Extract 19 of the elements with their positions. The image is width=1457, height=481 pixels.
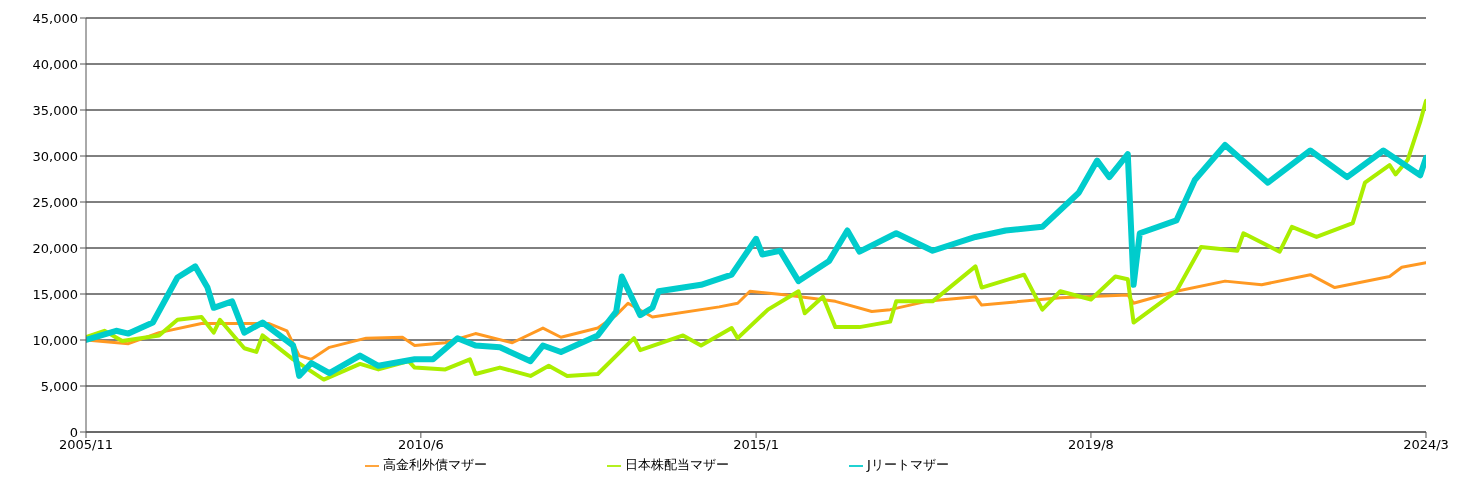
y-tick-label: 45,000 [32,10,78,26]
x-tick-label: 2010/6 [397,437,444,453]
y-tick-label: 0 [69,424,78,440]
x-tick-label: 2005/11 [58,437,114,453]
y-tick-label: 30,000 [32,148,78,164]
legend-label: Jリートマザー [867,457,949,472]
y-tick-label: 40,000 [32,56,78,72]
y-tick-label: 25,000 [32,194,78,210]
y-tick-label: 35,000 [32,102,78,118]
y-tick-label: 15,000 [32,286,78,302]
legend-label: 高金利外債マザー [383,457,488,472]
y-tick-label: 10,000 [32,332,78,348]
line-series [86,98,1426,382]
x-tick-label: 2015/1 [733,437,779,453]
x-tick-label: 2024/3 [1403,437,1449,453]
y-tick-label: 20,000 [32,240,78,256]
y-tick-label: 5,000 [40,378,78,394]
x-tick-label: 2019/8 [1068,437,1114,453]
legend-label: 日本株配当マザー [625,457,730,472]
